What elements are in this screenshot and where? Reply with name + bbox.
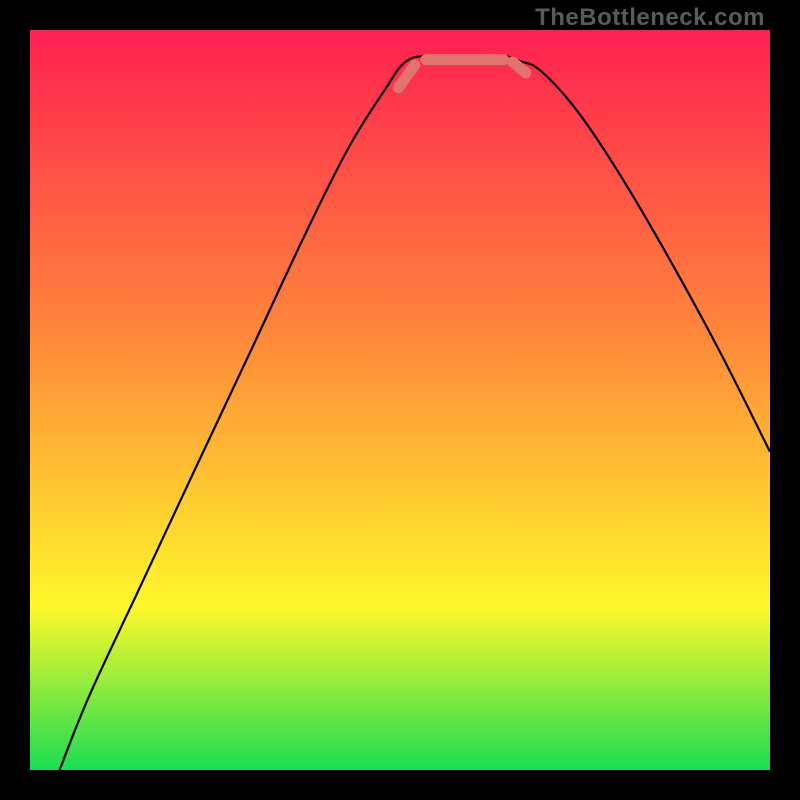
bottleneck-curve bbox=[60, 55, 770, 770]
watermark-text: TheBottleneck.com bbox=[535, 4, 765, 32]
chart-svg bbox=[30, 30, 770, 770]
optimal-region-segment bbox=[512, 62, 525, 73]
optimal-region-highlight bbox=[399, 60, 526, 88]
optimal-region-segment bbox=[399, 65, 415, 88]
chart-plot-area bbox=[30, 30, 770, 770]
